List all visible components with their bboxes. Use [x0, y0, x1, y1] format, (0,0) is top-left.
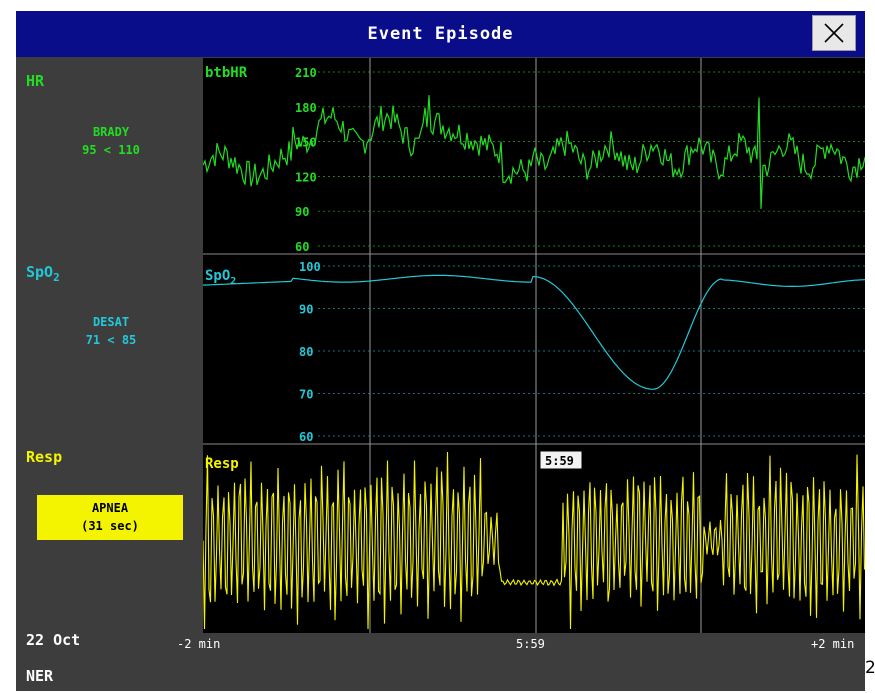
edge-fragment: 2 [865, 658, 875, 678]
hr-scale-label: 60 [295, 240, 309, 254]
hr-trace [202, 95, 866, 209]
spo2-alarm: DESAT 71 < 85 [56, 313, 166, 349]
resp-alarm-badge: APNEA (31 sec) [37, 495, 183, 540]
resp-marker-time: 5:59 [545, 454, 574, 468]
date-label: 22 Oct [26, 631, 81, 649]
resp-marker-box [539, 450, 583, 470]
spo2-scale-label: 60 [299, 430, 313, 444]
hr-scale-label: 150 [295, 136, 317, 150]
resp-alarm-line1: APNEA [91, 501, 129, 515]
hr-alarm-name: BRADY [92, 125, 130, 139]
spo2-scale-label: 100 [299, 260, 321, 274]
trend-plot-canvas: 210 180 150 120 90 60 btbHR 100 90 80 70 60 SpO2 Resp… [202, 58, 866, 633]
close-icon [824, 23, 844, 43]
spo2-alarm-value: 71 < 85 [85, 333, 137, 347]
hr-alarm-value: 95 < 110 [82, 143, 140, 157]
title-bar: Event Episode [16, 11, 865, 57]
spo2-trace [202, 274, 866, 390]
hr-scale-label: 180 [295, 101, 317, 115]
window-title: Event Episode [367, 24, 514, 44]
resp-trace-label: Resp [205, 456, 239, 472]
hr-trace-label: btbHR [205, 65, 248, 81]
spo2-trace-label: SpO2 [205, 268, 236, 287]
close-button[interactable] [812, 15, 856, 51]
trend-plot: 210 180 150 120 90 60 btbHR 100 90 80 70 60 SpO2 Resp… [202, 58, 866, 633]
spo2-label-sub: 2 [53, 271, 60, 284]
event-episode-window: Event Episode HR BRADY 95 < 110 SpO2 DES… [16, 11, 866, 691]
resp-alarm-line2: (31 sec) [81, 519, 139, 533]
hr-label: HR [26, 72, 45, 90]
spo2-alarm-name: DESAT [92, 315, 130, 329]
resp-trace [202, 451, 866, 630]
spo2-scale-label: 80 [299, 345, 313, 359]
time-axis-center: 5:59 [516, 637, 545, 651]
hr-scale-label: 120 [295, 170, 317, 184]
spo2-trace-label-sub: 2 [230, 276, 236, 287]
hr-scale-label: 90 [295, 205, 309, 219]
hr-scale-label: 210 [295, 66, 317, 80]
hr-alarm: BRADY 95 < 110 [56, 123, 166, 159]
spo2-label-main: SpO [26, 263, 54, 281]
spo2-scale-label: 70 [299, 388, 313, 402]
time-axis-left: -2 min [177, 637, 221, 651]
time-axis-right: +2 min [811, 637, 855, 651]
resp-label: Resp [26, 448, 63, 466]
spo2-scale-label: 90 [299, 303, 313, 317]
spo2-label: SpO2 [26, 263, 60, 284]
source-label: NER [26, 667, 54, 685]
